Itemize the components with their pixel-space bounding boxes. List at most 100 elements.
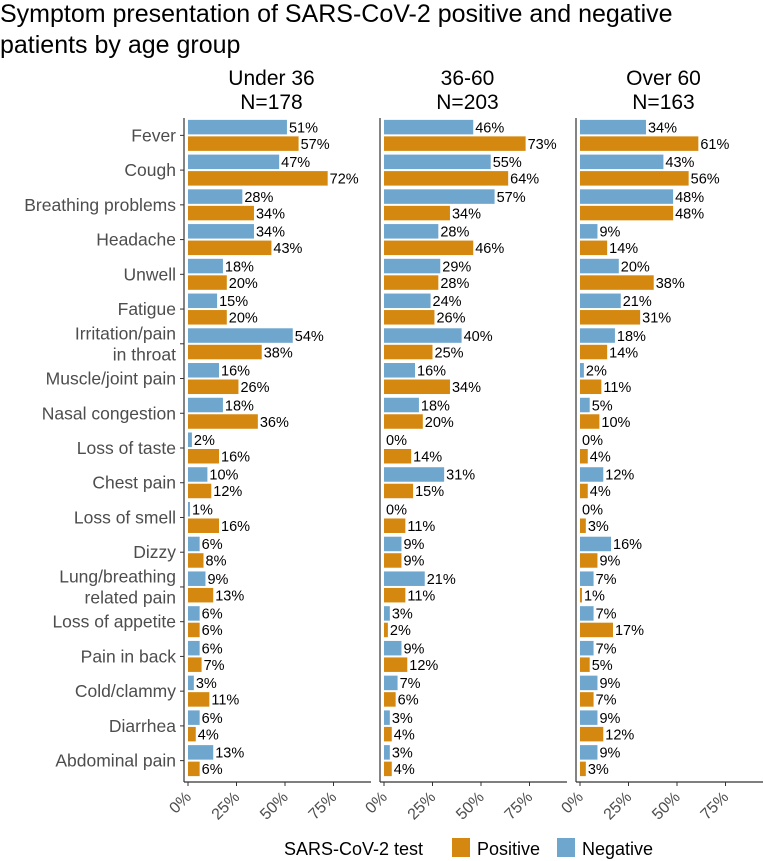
bar-negative-fever	[580, 119, 646, 135]
category-label-unwell: Unwell	[123, 264, 176, 284]
data-label-negative: 16%	[221, 364, 250, 380]
legend-swatch-negative	[557, 838, 575, 857]
data-label-negative: 15%	[219, 294, 248, 310]
bar-negative-loss-of-smell	[188, 501, 190, 517]
data-label-positive: 17%	[615, 623, 644, 639]
bar-positive-irritation-pain-in-throat	[384, 344, 433, 360]
bar-positive-breathing-problems	[384, 205, 450, 221]
data-label-negative: 3%	[392, 711, 413, 727]
bar-negative-diarrhea	[580, 710, 598, 725]
data-label-negative: 2%	[586, 364, 607, 380]
bar-positive-muscle-joint-pain	[188, 379, 239, 395]
data-label-negative: 0%	[582, 433, 603, 449]
x-tick-label: 25%	[601, 789, 636, 824]
panel-sample-size: N=203	[436, 91, 498, 114]
data-label-negative: 13%	[215, 746, 244, 762]
data-label-positive: 4%	[590, 484, 611, 500]
data-label-positive: 12%	[605, 727, 634, 743]
bar-negative-pain-in-back	[188, 640, 200, 656]
data-label-negative: 24%	[433, 294, 462, 310]
category-label-lung-breathing-related-pain-line-1: Lung/breathing	[59, 566, 176, 586]
data-label-negative: 51%	[289, 120, 318, 136]
x-tick-label: 25%	[209, 789, 244, 824]
bar-negative-nasal-congestion	[384, 397, 419, 413]
legend-swatch-positive	[452, 838, 470, 857]
x-tick-label: 0%	[558, 789, 586, 817]
bar-positive-diarrhea	[580, 726, 604, 742]
bar-positive-chest-pain	[580, 483, 588, 499]
bar-negative-loss-of-appetite	[384, 606, 390, 621]
data-label-negative: 9%	[403, 537, 424, 553]
data-label-positive: 14%	[609, 345, 638, 361]
data-label-positive: 20%	[425, 415, 454, 431]
bar-positive-breathing-problems	[188, 205, 254, 221]
bar-negative-cold-clammy	[580, 675, 598, 691]
legend-label-negative: Negative	[582, 839, 653, 859]
bar-negative-fatigue	[384, 293, 431, 309]
bar-positive-loss-of-taste	[384, 449, 412, 464]
bar-positive-cold-clammy	[384, 692, 396, 707]
data-label-positive: 48%	[675, 206, 704, 222]
data-label-positive: 4%	[590, 450, 611, 466]
data-label-negative: 40%	[464, 329, 493, 345]
data-label-negative: 48%	[675, 190, 704, 206]
bar-positive-headache	[384, 240, 474, 256]
data-label-positive: 25%	[435, 345, 464, 361]
bar-negative-chest-pain	[384, 467, 445, 482]
data-label-negative: 18%	[617, 329, 646, 345]
data-label-positive: 56%	[691, 172, 720, 188]
data-label-negative: 34%	[648, 120, 677, 136]
data-label-negative: 3%	[196, 676, 217, 692]
data-label-negative: 9%	[403, 641, 424, 657]
bar-negative-fatigue	[188, 293, 218, 309]
data-label-positive: 26%	[240, 380, 269, 396]
data-label-positive: 3%	[588, 762, 609, 778]
bar-positive-fatigue	[384, 310, 435, 325]
bar-negative-chest-pain	[188, 467, 208, 482]
panel-title: 36-60	[441, 67, 495, 90]
data-label-positive: 20%	[229, 311, 258, 327]
legend-title: SARS-CoV-2 test	[284, 839, 423, 859]
data-label-positive: 31%	[642, 311, 671, 327]
data-label-positive: 4%	[394, 727, 415, 743]
x-tick-label: 75%	[306, 789, 341, 824]
bar-positive-headache	[188, 240, 272, 256]
data-label-negative: 21%	[623, 294, 652, 310]
data-label-negative: 16%	[417, 364, 446, 380]
bar-positive-dizzy	[188, 553, 204, 568]
panel-36-60: 36-60N=203 0% 25% 50% 75% 46% 73% 55%64% 57% 34% 2…	[362, 67, 567, 823]
data-label-positive: 13%	[215, 588, 244, 604]
bar-negative-irritation-pain-in-throat	[188, 328, 293, 343]
data-label-negative: 0%	[386, 433, 407, 449]
bar-positive-dizzy	[580, 553, 598, 568]
data-label-negative: 7%	[596, 641, 617, 657]
data-label-positive: 34%	[452, 380, 481, 396]
bar-positive-loss-of-appetite	[384, 622, 388, 638]
bar-positive-chest-pain	[384, 483, 414, 499]
data-label-positive: 12%	[409, 658, 438, 674]
bar-positive-cough	[580, 171, 689, 186]
data-label-negative: 12%	[605, 468, 634, 484]
data-label-positive: 2%	[390, 623, 411, 639]
x-tick-label: 50%	[649, 789, 684, 824]
bar-negative-muscle-joint-pain	[188, 363, 220, 378]
data-label-negative: 28%	[244, 190, 273, 206]
data-label-positive: 34%	[256, 206, 285, 222]
data-label-negative: 18%	[225, 398, 254, 414]
data-label-positive: 4%	[394, 762, 415, 778]
panel-sample-size: N=163	[632, 91, 694, 114]
bar-positive-fever	[580, 136, 699, 151]
chart-title-line-1: Symptom presentation of SARS-CoV-2 posit…	[0, 0, 673, 28]
bar-negative-unwell	[188, 258, 223, 274]
data-label-positive: 46%	[475, 241, 504, 257]
data-label-negative: 6%	[202, 711, 223, 727]
data-label-negative: 31%	[446, 468, 475, 484]
bar-positive-abdominal-pain	[580, 761, 586, 777]
bar-negative-nasal-congestion	[580, 397, 590, 413]
data-label-negative: 16%	[613, 537, 642, 553]
bar-negative-pain-in-back	[580, 640, 594, 656]
data-label-negative: 18%	[225, 259, 254, 275]
data-label-positive: 34%	[452, 206, 481, 222]
